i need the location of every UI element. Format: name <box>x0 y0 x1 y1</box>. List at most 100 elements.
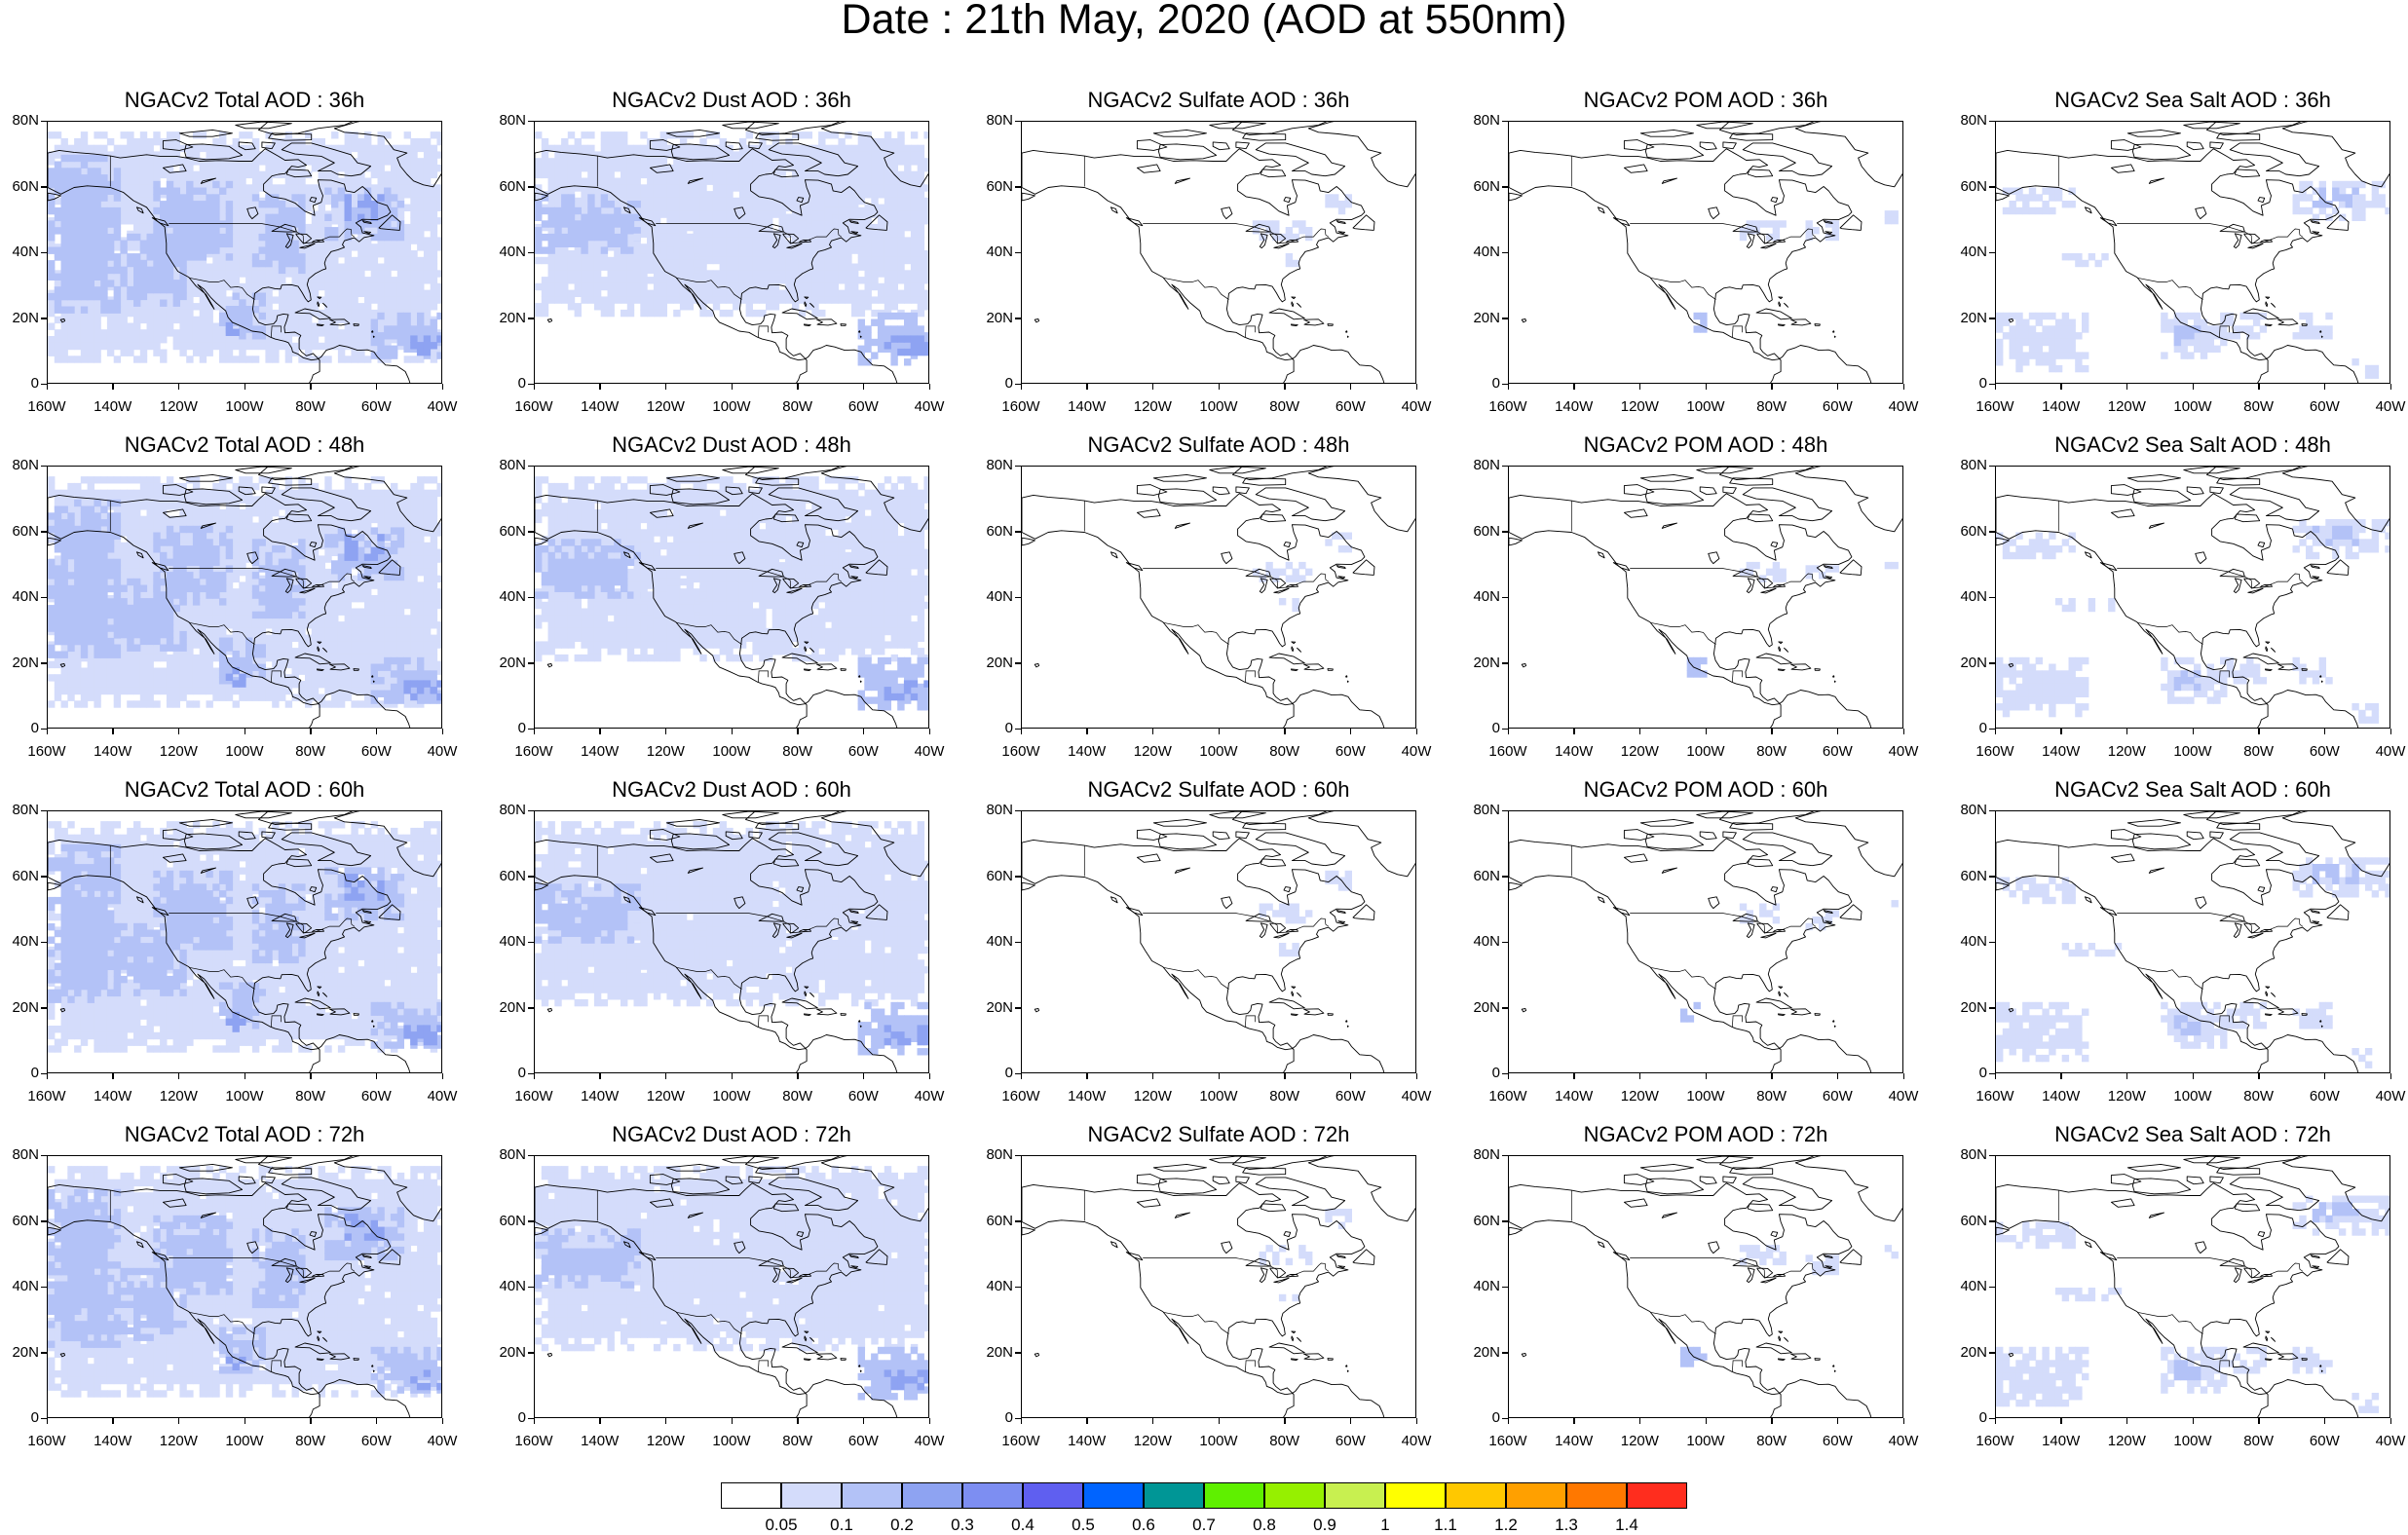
latitude-tick-label: 20N <box>487 311 526 326</box>
latitude-tick-mark <box>1502 121 1508 123</box>
latitude-tick-label: 40N <box>487 934 526 950</box>
latitude-tick-mark <box>1989 876 1995 878</box>
colorbar-swatch <box>781 1482 842 1509</box>
latitude-tick-label: 60N <box>974 869 1013 884</box>
map-canvas <box>1996 1156 2390 1418</box>
latitude-tick-label: 60N <box>1461 869 1500 884</box>
aod-shading-region <box>1885 210 1899 224</box>
latitude-tick-label: 40N <box>487 589 526 605</box>
longitude-tick-label: 100W <box>1189 744 1248 760</box>
longitude-tick-label: 140W <box>1058 1089 1116 1104</box>
longitude-tick-mark <box>1350 384 1352 390</box>
longitude-tick-label: 160W <box>18 744 76 760</box>
political-borders <box>1571 1190 1815 1371</box>
longitude-tick-label: 140W <box>571 1434 629 1449</box>
longitude-tick-mark <box>599 1418 601 1424</box>
latitude-tick-label: 20N <box>0 1000 39 1016</box>
longitude-tick-mark <box>2324 1073 2326 1079</box>
latitude-tick-mark <box>41 252 47 254</box>
latitude-tick-label: 60N <box>0 869 39 884</box>
longitude-tick-label: 140W <box>571 744 629 760</box>
longitude-tick-mark <box>863 729 865 734</box>
longitude-tick-mark <box>599 729 601 734</box>
longitude-tick-label: 100W <box>1676 1089 1735 1104</box>
longitude-tick-label: 120W <box>1123 744 1182 760</box>
latitude-tick-label: 0 <box>1461 1066 1500 1081</box>
longitude-tick-mark <box>797 1418 799 1424</box>
colorbar-swatch <box>1627 1482 1687 1509</box>
longitude-tick-label: 40W <box>1387 1089 1446 1104</box>
longitude-tick-mark <box>2324 1418 2326 1424</box>
latitude-tick-label: 80N <box>487 803 526 818</box>
longitude-tick-label: 80W <box>282 1089 340 1104</box>
panel-title: NGACv2 Dust AOD : 48h <box>488 432 975 458</box>
map-canvas <box>535 811 929 1073</box>
latitude-tick-label: 0 <box>487 376 526 392</box>
latitude-tick-label: 20N <box>1461 1000 1500 1016</box>
latitude-tick-label: 60N <box>974 1214 1013 1229</box>
panel-title: NGACv2 Dust AOD : 72h <box>488 1122 975 1147</box>
aod-shading-region <box>1996 1222 2076 1250</box>
colorbar-label: 0.5 <box>1054 1516 1112 1535</box>
latitude-tick-mark <box>1989 1287 1995 1289</box>
longitude-tick-mark <box>732 729 734 734</box>
aod-map-pom <box>1508 1155 1903 1418</box>
longitude-tick-mark <box>1903 1418 1905 1424</box>
longitude-tick-label: 40W <box>1387 744 1446 760</box>
aod-shading-region <box>1680 1002 1701 1023</box>
longitude-tick-mark <box>1086 384 1088 390</box>
aod-map-sulfate <box>1021 1155 1416 1418</box>
latitude-tick-label: 20N <box>487 655 526 671</box>
latitude-tick-mark <box>528 1220 534 1222</box>
longitude-tick-mark <box>376 1073 378 1079</box>
longitude-tick-label: 100W <box>702 1089 761 1104</box>
latitude-tick-mark <box>1015 1155 1021 1157</box>
latitude-tick-label: 20N <box>1461 655 1500 671</box>
longitude-tick-label: 60W <box>347 1434 405 1449</box>
map-canvas <box>48 467 442 729</box>
longitude-tick-label: 60W <box>834 1089 892 1104</box>
panel-title: NGACv2 POM AOD : 48h <box>1462 432 1949 458</box>
longitude-tick-label: 100W <box>702 1434 761 1449</box>
colorbar-label: 0.05 <box>752 1516 810 1535</box>
latitude-tick-label: 20N <box>1948 1345 1987 1361</box>
longitude-tick-label: 100W <box>215 1089 274 1104</box>
longitude-tick-label: 160W <box>992 1089 1050 1104</box>
latitude-tick-mark <box>1502 1220 1508 1222</box>
aod-shading-region <box>1253 220 1313 241</box>
latitude-tick-mark <box>528 1418 534 1420</box>
latitude-tick-label: 20N <box>1461 1345 1500 1361</box>
latitude-tick-mark <box>1989 121 1995 123</box>
latitude-tick-label: 60N <box>1461 1214 1500 1229</box>
longitude-tick-label: 60W <box>2295 744 2353 760</box>
longitude-tick-mark <box>599 384 601 390</box>
political-borders <box>1571 156 1815 337</box>
longitude-tick-mark <box>1152 1418 1154 1424</box>
longitude-tick-mark <box>112 1418 114 1424</box>
longitude-tick-label: 80W <box>2230 1089 2288 1104</box>
latitude-tick-label: 80N <box>0 803 39 818</box>
latitude-tick-mark <box>1015 662 1021 664</box>
latitude-tick-mark <box>41 1073 47 1075</box>
latitude-tick-mark <box>1015 597 1021 599</box>
latitude-tick-mark <box>41 1352 47 1354</box>
panel-title: NGACv2 Sulfate AOD : 60h <box>975 777 1462 803</box>
longitude-tick-mark <box>797 384 799 390</box>
panel-title: NGACv2 Sulfate AOD : 36h <box>975 88 1462 113</box>
longitude-tick-mark <box>863 1418 865 1424</box>
latitude-tick-mark <box>1015 1418 1021 1420</box>
latitude-tick-mark <box>41 1220 47 1222</box>
longitude-tick-label: 160W <box>1966 399 2024 415</box>
latitude-tick-mark <box>41 186 47 188</box>
panel-title: NGACv2 Total AOD : 72h <box>1 1122 488 1147</box>
longitude-tick-mark <box>2390 1418 2392 1424</box>
longitude-tick-mark <box>2390 729 2392 734</box>
longitude-tick-label: 100W <box>215 399 274 415</box>
aod-shading-region <box>2062 943 2123 956</box>
longitude-tick-label: 100W <box>702 399 761 415</box>
latitude-tick-mark <box>1015 1352 1021 1354</box>
longitude-tick-label: 140W <box>1058 1434 1116 1449</box>
longitude-tick-mark <box>732 384 734 390</box>
map-canvas <box>1022 467 1416 729</box>
latitude-tick-mark <box>1502 1155 1508 1157</box>
